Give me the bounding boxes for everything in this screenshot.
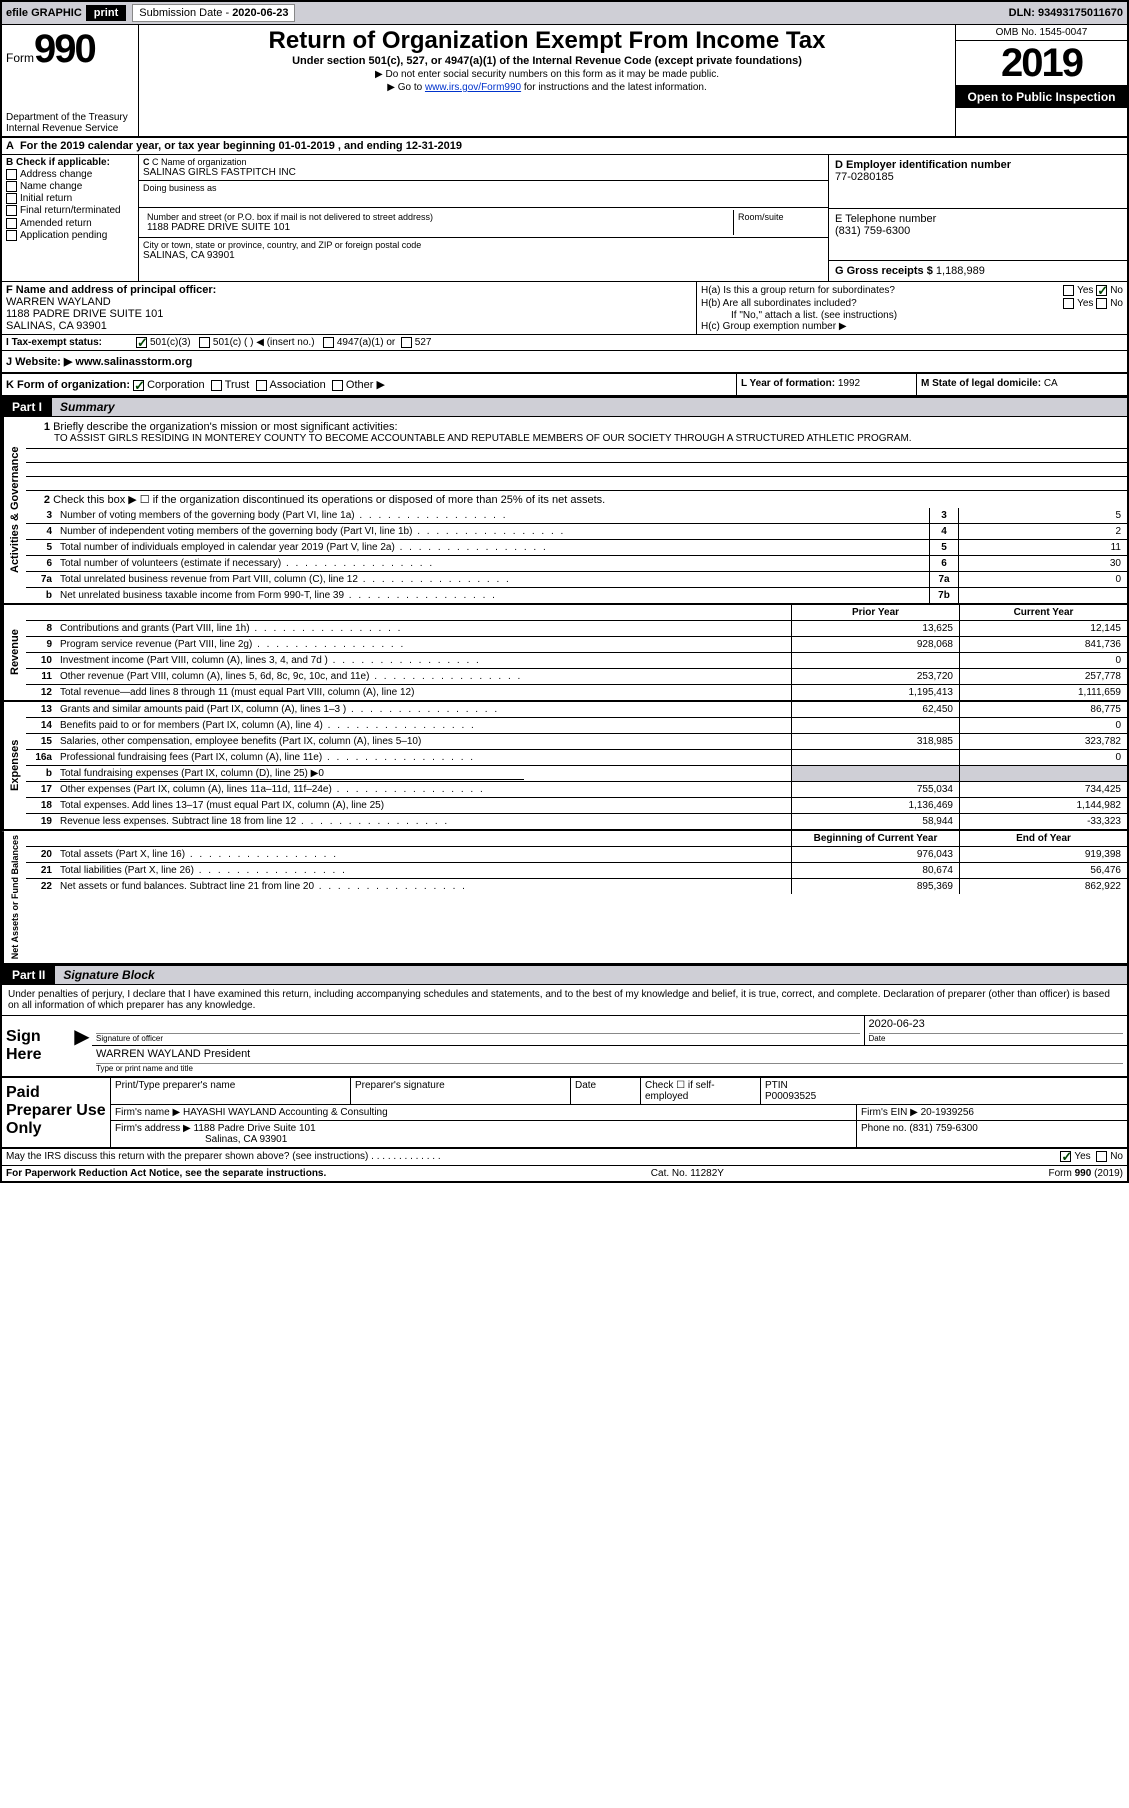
instructions-link[interactable]: www.irs.gov/Form990 [425,82,521,93]
dln: DLN: 93493175011670 [1009,7,1123,19]
subtitle-1: Under section 501(c), 527, or 4947(a)(1)… [145,55,949,67]
principal-officer: F Name and address of principal officer:… [2,282,697,334]
mission: TO ASSIST GIRLS RESIDING IN MONTEREY COU… [30,433,1123,444]
chk-assoc[interactable] [256,380,267,391]
footer: For Paperwork Reduction Act Notice, see … [2,1166,1127,1181]
state-domicile: M State of legal domicile: CA [917,374,1127,395]
header-title-block: Return of Organization Exempt From Incom… [139,25,955,136]
revenue-section: Revenue Prior Year Current Year 8Contrib… [2,605,1127,702]
paid-preparer: Paid Preparer Use Only Print/Type prepar… [2,1078,1127,1149]
form-of-org: K Form of organization: Corporation Trus… [2,374,737,395]
firm-name: HAYASHI WAYLAND Accounting & Consulting [183,1107,388,1118]
v3: 5 [959,508,1127,523]
v5: 11 [959,540,1127,555]
print-button[interactable]: print [86,5,126,21]
part1-header: Part I Summary [2,397,1127,417]
declaration: Under penalties of perjury, I declare th… [2,985,1127,1016]
top-bar: efile GRAPHIC print Submission Date - 20… [2,2,1127,25]
form-title: Return of Organization Exempt From Incom… [145,27,949,55]
hb-no[interactable] [1096,298,1107,309]
officer-name: WARREN WAYLAND President [96,1048,1123,1064]
ha-yes[interactable] [1063,285,1074,296]
section-bcdeg: B Check if applicable: Address change Na… [2,155,1127,282]
column-c-org-info: C C Name of organization SALINAS GIRLS F… [139,155,829,281]
efile-label: efile GRAPHIC [6,7,82,19]
firm-ein: 20-1939256 [921,1107,974,1118]
open-to-public: Open to Public Inspection [956,86,1127,108]
chk-amended[interactable] [6,218,17,229]
form-990-page: efile GRAPHIC print Submission Date - 20… [0,0,1129,1183]
website: www.salinasstorm.org [75,356,192,368]
chk-other[interactable] [332,380,343,391]
phone: (831) 759-6300 [835,225,1121,237]
line-a-tax-year: AFor the 2019 calendar year, or tax year… [2,138,1127,155]
tax-year: 2019 [956,41,1127,86]
chk-trust[interactable] [211,380,222,391]
sign-date: 2020-06-23 [869,1018,1124,1034]
form-number: 990 [34,27,95,72]
activities-governance: Activities & Governance 1 Briefly descri… [2,417,1127,605]
ptin: P00093525 [765,1091,1123,1102]
discuss-row: May the IRS discuss this return with the… [2,1149,1127,1165]
tax-exempt-status: I Tax-exempt status: 501(c)(3) 501(c) ( … [2,335,1127,351]
omb-number: OMB No. 1545-0047 [956,25,1127,41]
chk-501c3[interactable] [136,337,147,348]
chk-501c[interactable] [199,337,210,348]
ha-no[interactable] [1096,285,1107,296]
discuss-yes[interactable] [1060,1151,1071,1162]
chk-final-return[interactable] [6,205,17,216]
ein: 77-0280185 [835,171,1121,183]
section-klm: K Form of organization: Corporation Trus… [2,374,1127,397]
chk-address-change[interactable] [6,169,17,180]
year-formation: L Year of formation: 1992 [737,374,917,395]
form-header: Form 990 Department of the Treasury Inte… [2,25,1127,138]
org-name: SALINAS GIRLS FASTPITCH INC [143,167,824,178]
v7b [959,588,1127,603]
subtitle-3: ▶ Go to www.irs.gov/Form990 for instruct… [145,82,949,93]
org-city: SALINAS, CA 93901 [143,250,824,261]
chk-initial-return[interactable] [6,193,17,204]
org-street: 1188 PADRE DRIVE SUITE 101 [147,222,729,233]
expenses-section: Expenses 13Grants and similar amounts pa… [2,702,1127,831]
submission-date: Submission Date - 2020-06-23 [132,4,295,22]
v4: 2 [959,524,1127,539]
chk-corp[interactable] [133,380,144,391]
subtitle-2: ▶ Do not enter social security numbers o… [145,69,949,80]
chk-name-change[interactable] [6,181,17,192]
prep-phone: (831) 759-6300 [909,1123,977,1134]
website-row: J Website: ▶ www.salinasstorm.org [2,351,1127,374]
sign-here: Sign Here ▶ Signature of officer 2020-06… [2,1016,1127,1078]
form-word: Form [6,51,34,65]
header-right: OMB No. 1545-0047 2019 Open to Public In… [955,25,1127,136]
section-fh: F Name and address of principal officer:… [2,282,1127,335]
discuss-no[interactable] [1096,1151,1107,1162]
gross-receipts: 1,188,989 [936,265,985,277]
column-b-checkboxes: B Check if applicable: Address change Na… [2,155,139,281]
chk-527[interactable] [401,337,412,348]
hb-yes[interactable] [1063,298,1074,309]
column-deg: D Employer identification number 77-0280… [829,155,1127,281]
chk-app-pending[interactable] [6,230,17,241]
net-assets-section: Net Assets or Fund Balances Beginning of… [2,831,1127,965]
sign-arrow-icon: ▶ [72,1016,92,1076]
dept-treasury: Department of the Treasury Internal Reve… [6,112,134,134]
chk-4947[interactable] [323,337,334,348]
group-return: H(a) Is this a group return for subordin… [697,282,1127,334]
v6: 30 [959,556,1127,571]
header-left: Form 990 Department of the Treasury Inte… [2,25,139,136]
v7a: 0 [959,572,1127,587]
part2-header: Part II Signature Block [2,965,1127,985]
